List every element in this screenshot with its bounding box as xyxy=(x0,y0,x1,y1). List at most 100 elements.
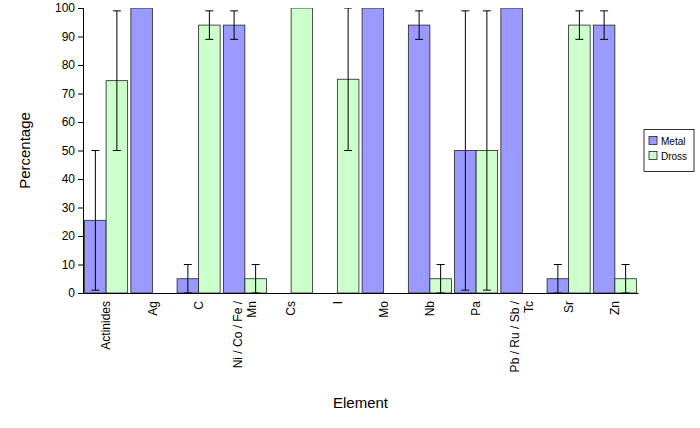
error-bar-stem xyxy=(187,265,188,294)
x-tick: Ni / Co / Fe /Mn xyxy=(231,300,259,368)
error-bar-stem xyxy=(486,11,487,290)
error-bar-cap xyxy=(113,150,121,151)
y-tick-label: 40 xyxy=(62,172,76,186)
series-0 xyxy=(85,8,615,293)
x-tick: Pb / Ru / Sb /Tc xyxy=(508,300,536,372)
chart: 0102030405060708090100ActinidesAgCNi / C… xyxy=(0,0,700,428)
y-tick: 10 xyxy=(62,258,83,272)
x-tick-label: Sr xyxy=(562,301,576,313)
x-tick-label: Nb xyxy=(423,301,437,317)
legend-box xyxy=(644,130,694,172)
x-tick-label: Zn xyxy=(608,301,622,315)
bar xyxy=(316,293,338,294)
x-tick-label: Ag xyxy=(146,301,160,316)
bar xyxy=(152,293,174,294)
y-tick-mark xyxy=(78,236,83,237)
x-axis-line xyxy=(84,293,639,294)
x-tick-label: Cs xyxy=(284,301,298,316)
y-tick: 0 xyxy=(68,286,83,300)
legend-entry: Dross xyxy=(649,151,687,162)
error-bar-cap xyxy=(252,293,260,294)
error-bar-cap xyxy=(461,290,469,291)
x-tick: Cs xyxy=(284,301,298,316)
error-bar-cap xyxy=(230,39,238,40)
error-bar xyxy=(575,11,583,39)
y-tick-mark xyxy=(78,265,83,266)
y-tick-mark xyxy=(78,179,83,180)
x-tick: I xyxy=(331,301,345,304)
error-bar-cap xyxy=(184,293,192,294)
bar xyxy=(501,8,523,293)
error-bar-cap xyxy=(483,10,491,11)
y-tick: 100 xyxy=(55,1,83,15)
error-bar xyxy=(184,265,192,294)
x-tick-label: Pb / Ru / Sb /Tc xyxy=(508,300,536,372)
x-tick-label: C xyxy=(192,301,206,310)
error-bar-cap xyxy=(230,10,238,11)
y-tick-label: 20 xyxy=(62,229,76,243)
y-tick-mark xyxy=(78,65,83,66)
error-bar-cap xyxy=(91,150,99,151)
error-bar-cap xyxy=(622,293,630,294)
bar xyxy=(384,293,406,294)
y-tick-label: 30 xyxy=(62,201,76,215)
error-bar-cap xyxy=(184,264,192,265)
x-tick: Actinides xyxy=(99,301,113,350)
error-bar-cap xyxy=(91,290,99,291)
legend-label: Dross xyxy=(661,151,687,162)
error-bar-cap xyxy=(437,293,445,294)
y-tick-label: 60 xyxy=(62,115,76,129)
y-tick-label: 50 xyxy=(62,144,76,158)
bar xyxy=(199,25,221,293)
x-tick: Zn xyxy=(608,301,622,315)
error-bar-stem xyxy=(234,11,235,39)
bar xyxy=(593,25,615,293)
y-tick-mark xyxy=(78,94,83,95)
x-tick: Nb xyxy=(423,301,437,317)
error-bar-cap xyxy=(554,264,562,265)
error-bar xyxy=(113,11,121,151)
y-axis: 0102030405060708090100 xyxy=(55,1,84,300)
error-bar-cap xyxy=(205,10,213,11)
y-tick-mark xyxy=(78,293,83,294)
y-tick: 40 xyxy=(62,172,83,186)
series-1 xyxy=(106,8,636,293)
error-bar xyxy=(91,151,99,291)
legend: Metal Dross xyxy=(644,130,694,172)
y-tick-mark xyxy=(78,208,83,209)
x-axis-title: Element xyxy=(333,394,389,411)
y-tick-mark xyxy=(78,37,83,38)
error-bar-stem xyxy=(440,265,441,294)
error-bar-stem xyxy=(557,265,558,294)
error-bar-cap xyxy=(205,39,213,40)
x-tick-label: Actinides xyxy=(99,301,113,350)
error-bar xyxy=(230,11,238,39)
y-tick: 90 xyxy=(62,30,83,44)
x-tick-label: Pa xyxy=(469,301,483,316)
legend-entry: Metal xyxy=(649,136,685,147)
y-axis-title: Percentage xyxy=(16,112,33,189)
y-tick: 20 xyxy=(62,229,83,243)
y-tick-mark xyxy=(78,151,83,152)
error-bar-cap xyxy=(415,10,423,11)
error-bar xyxy=(622,265,630,294)
bar xyxy=(131,8,153,293)
x-tick-label-line: Pb / Ru / Sb / xyxy=(508,300,522,372)
error-bar xyxy=(437,265,445,294)
legend-swatch xyxy=(649,137,657,145)
error-bar-cap xyxy=(344,150,352,151)
x-tick-label-line: Ni / Co / Fe / xyxy=(231,300,245,368)
bar xyxy=(291,8,313,293)
error-bar-cap xyxy=(113,10,121,11)
y-tick: 30 xyxy=(62,201,83,215)
marks xyxy=(85,8,637,293)
error-bar-stem xyxy=(465,11,466,290)
error-bar xyxy=(344,8,352,151)
error-bar-cap xyxy=(622,264,630,265)
bar xyxy=(270,293,292,294)
error-bar-stem xyxy=(604,11,605,39)
error-bar-cap xyxy=(461,10,469,11)
error-bar-cap xyxy=(554,293,562,294)
error-bar-stem xyxy=(255,265,256,294)
x-tick: C xyxy=(192,301,206,310)
